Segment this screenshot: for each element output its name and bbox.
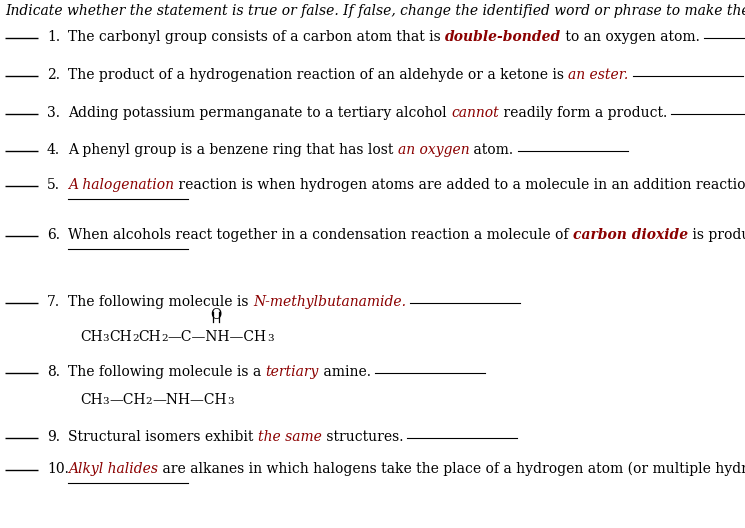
Text: carbon dioxide: carbon dioxide [573,228,688,242]
Text: When alcohols react together in a condensation reaction a molecule of: When alcohols react together in a conden… [68,228,573,242]
Text: The following molecule is a: The following molecule is a [68,365,266,379]
Text: 3: 3 [103,397,110,406]
Text: structures.: structures. [322,430,403,444]
Text: Adding potassium permanganate to a tertiary alcohol: Adding potassium permanganate to a terti… [68,106,451,120]
Text: 4.: 4. [47,143,60,157]
Text: A phenyl group is a benzene ring that has lost: A phenyl group is a benzene ring that ha… [68,143,398,157]
Text: 7.: 7. [47,295,60,309]
Text: cannot: cannot [451,106,498,120]
Text: —C—NH—CH: —C—NH—CH [168,330,267,344]
Text: The following molecule is: The following molecule is [68,295,253,309]
Text: 3.: 3. [47,106,60,120]
Text: 2: 2 [146,397,153,406]
Text: The product of a hydrogenation reaction of an aldehyde or a ketone is: The product of a hydrogenation reaction … [68,68,568,82]
Text: is produced.: is produced. [688,228,745,242]
Text: double-bonded: double-bonded [445,30,562,44]
Text: Indicate whether the statement is true or false. If false, change the identified: Indicate whether the statement is true o… [5,4,745,18]
Text: O: O [210,308,221,322]
Text: the same: the same [258,430,322,444]
Text: —NH—CH: —NH—CH [153,393,227,407]
Text: Structural isomers exhibit: Structural isomers exhibit [68,430,258,444]
Text: amine.: amine. [319,365,371,379]
Text: 3: 3 [103,334,110,343]
Text: are alkanes in which halogens take the place of a hydrogen atom (or multiple hyd: are alkanes in which halogens take the p… [158,462,745,476]
Text: 6.: 6. [47,228,60,242]
Text: CH: CH [139,330,161,344]
Text: CH: CH [80,393,103,407]
Text: reaction is when hydrogen atoms are added to a molecule in an addition reaction.: reaction is when hydrogen atoms are adde… [174,178,745,192]
Text: an oxygen: an oxygen [398,143,469,157]
Text: The carbonyl group consists of a carbon atom that is: The carbonyl group consists of a carbon … [68,30,445,44]
Text: 1.: 1. [47,30,60,44]
Text: to an oxygen atom.: to an oxygen atom. [562,30,700,44]
Text: Alkyl halides: Alkyl halides [68,462,158,476]
Text: 5.: 5. [47,178,60,192]
Text: 3: 3 [267,334,273,343]
Text: 9.: 9. [47,430,60,444]
Text: 10.: 10. [47,462,69,476]
Text: 8.: 8. [47,365,60,379]
Text: 2: 2 [132,334,139,343]
Text: 2.: 2. [47,68,60,82]
Text: 2: 2 [161,334,168,343]
Text: 3: 3 [227,397,233,406]
Text: CH: CH [110,330,132,344]
Text: an ester.: an ester. [568,68,629,82]
Text: —CH: —CH [110,393,146,407]
Text: N-methylbutanamide.: N-methylbutanamide. [253,295,406,309]
Text: atom.: atom. [469,143,513,157]
Text: tertiary: tertiary [266,365,319,379]
Text: A halogenation: A halogenation [68,178,174,192]
Text: readily form a product.: readily form a product. [498,106,667,120]
Text: CH: CH [80,330,103,344]
